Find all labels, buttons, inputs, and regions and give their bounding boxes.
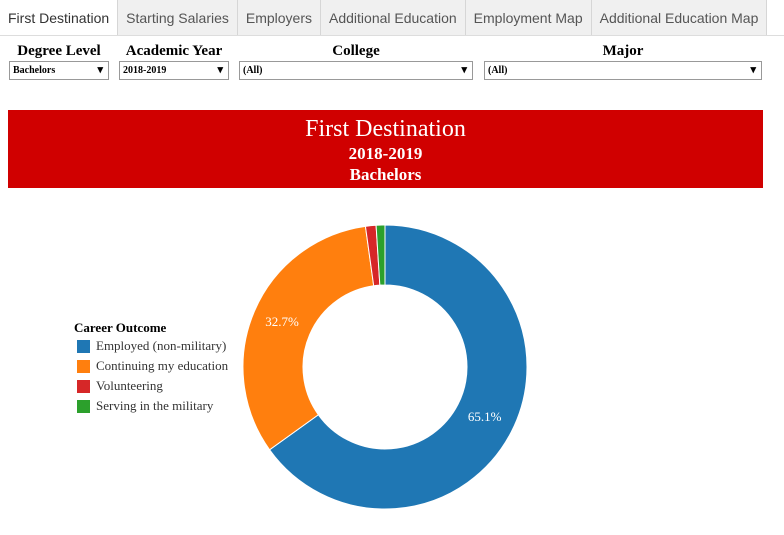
filter-label: College <box>332 43 380 59</box>
dropdown[interactable]: Bachelors <box>9 61 109 80</box>
legend-swatch <box>77 340 90 353</box>
filter: Degree Level Bachelors <box>9 43 109 80</box>
subtitle: Bachelors <box>349 165 422 184</box>
filter: College (All) <box>239 43 473 80</box>
banner: First Destination 2018-2019 Bachelors <box>8 110 763 188</box>
dropdown[interactable]: (All) <box>239 61 473 80</box>
tab-bar: First Destination Starting Salaries Employ… <box>0 0 784 36</box>
filter-label: Academic Year <box>125 43 223 59</box>
donut-segment <box>268 224 528 510</box>
tab[interactable]: Additional Education Map <box>591 0 768 35</box>
subtitle: 2018-2019 <box>348 144 423 163</box>
legend-swatch <box>77 360 90 373</box>
tab[interactable]: First Destination <box>0 0 119 35</box>
dropdown[interactable]: 2018-2019 <box>119 61 229 80</box>
tab[interactable]: Additional Education <box>321 0 466 35</box>
filter: Academic Year 2018-2019 <box>119 43 229 80</box>
chart-title: First Destination <box>305 116 466 142</box>
legend-swatch <box>77 380 90 393</box>
donut-segment <box>375 224 386 286</box>
tab[interactable]: Employers <box>237 0 322 35</box>
dropdown[interactable]: (All) <box>484 61 762 80</box>
filter-label: Major <box>602 43 644 59</box>
legend-label: Volunteering <box>96 378 163 393</box>
legend-title: Career Outcome <box>74 320 167 335</box>
tab[interactable]: Employment Map <box>465 0 592 35</box>
data-label: 65.1% <box>468 409 502 424</box>
legend-label: Serving in the military <box>96 398 214 413</box>
filter-label: Degree Level <box>17 43 101 59</box>
tab[interactable]: Starting Salaries <box>118 0 238 35</box>
data-label: 32.7% <box>265 314 299 329</box>
legend-label: Employed (non-military) <box>96 338 226 353</box>
chart: 65.1% 32.7% Career Outcome Employed (non-mi… <box>74 224 528 510</box>
donut-segment <box>242 225 375 451</box>
filter: Major (All) <box>484 43 762 80</box>
legend-label: Continuing my education <box>96 358 229 373</box>
legend-swatch <box>77 400 90 413</box>
